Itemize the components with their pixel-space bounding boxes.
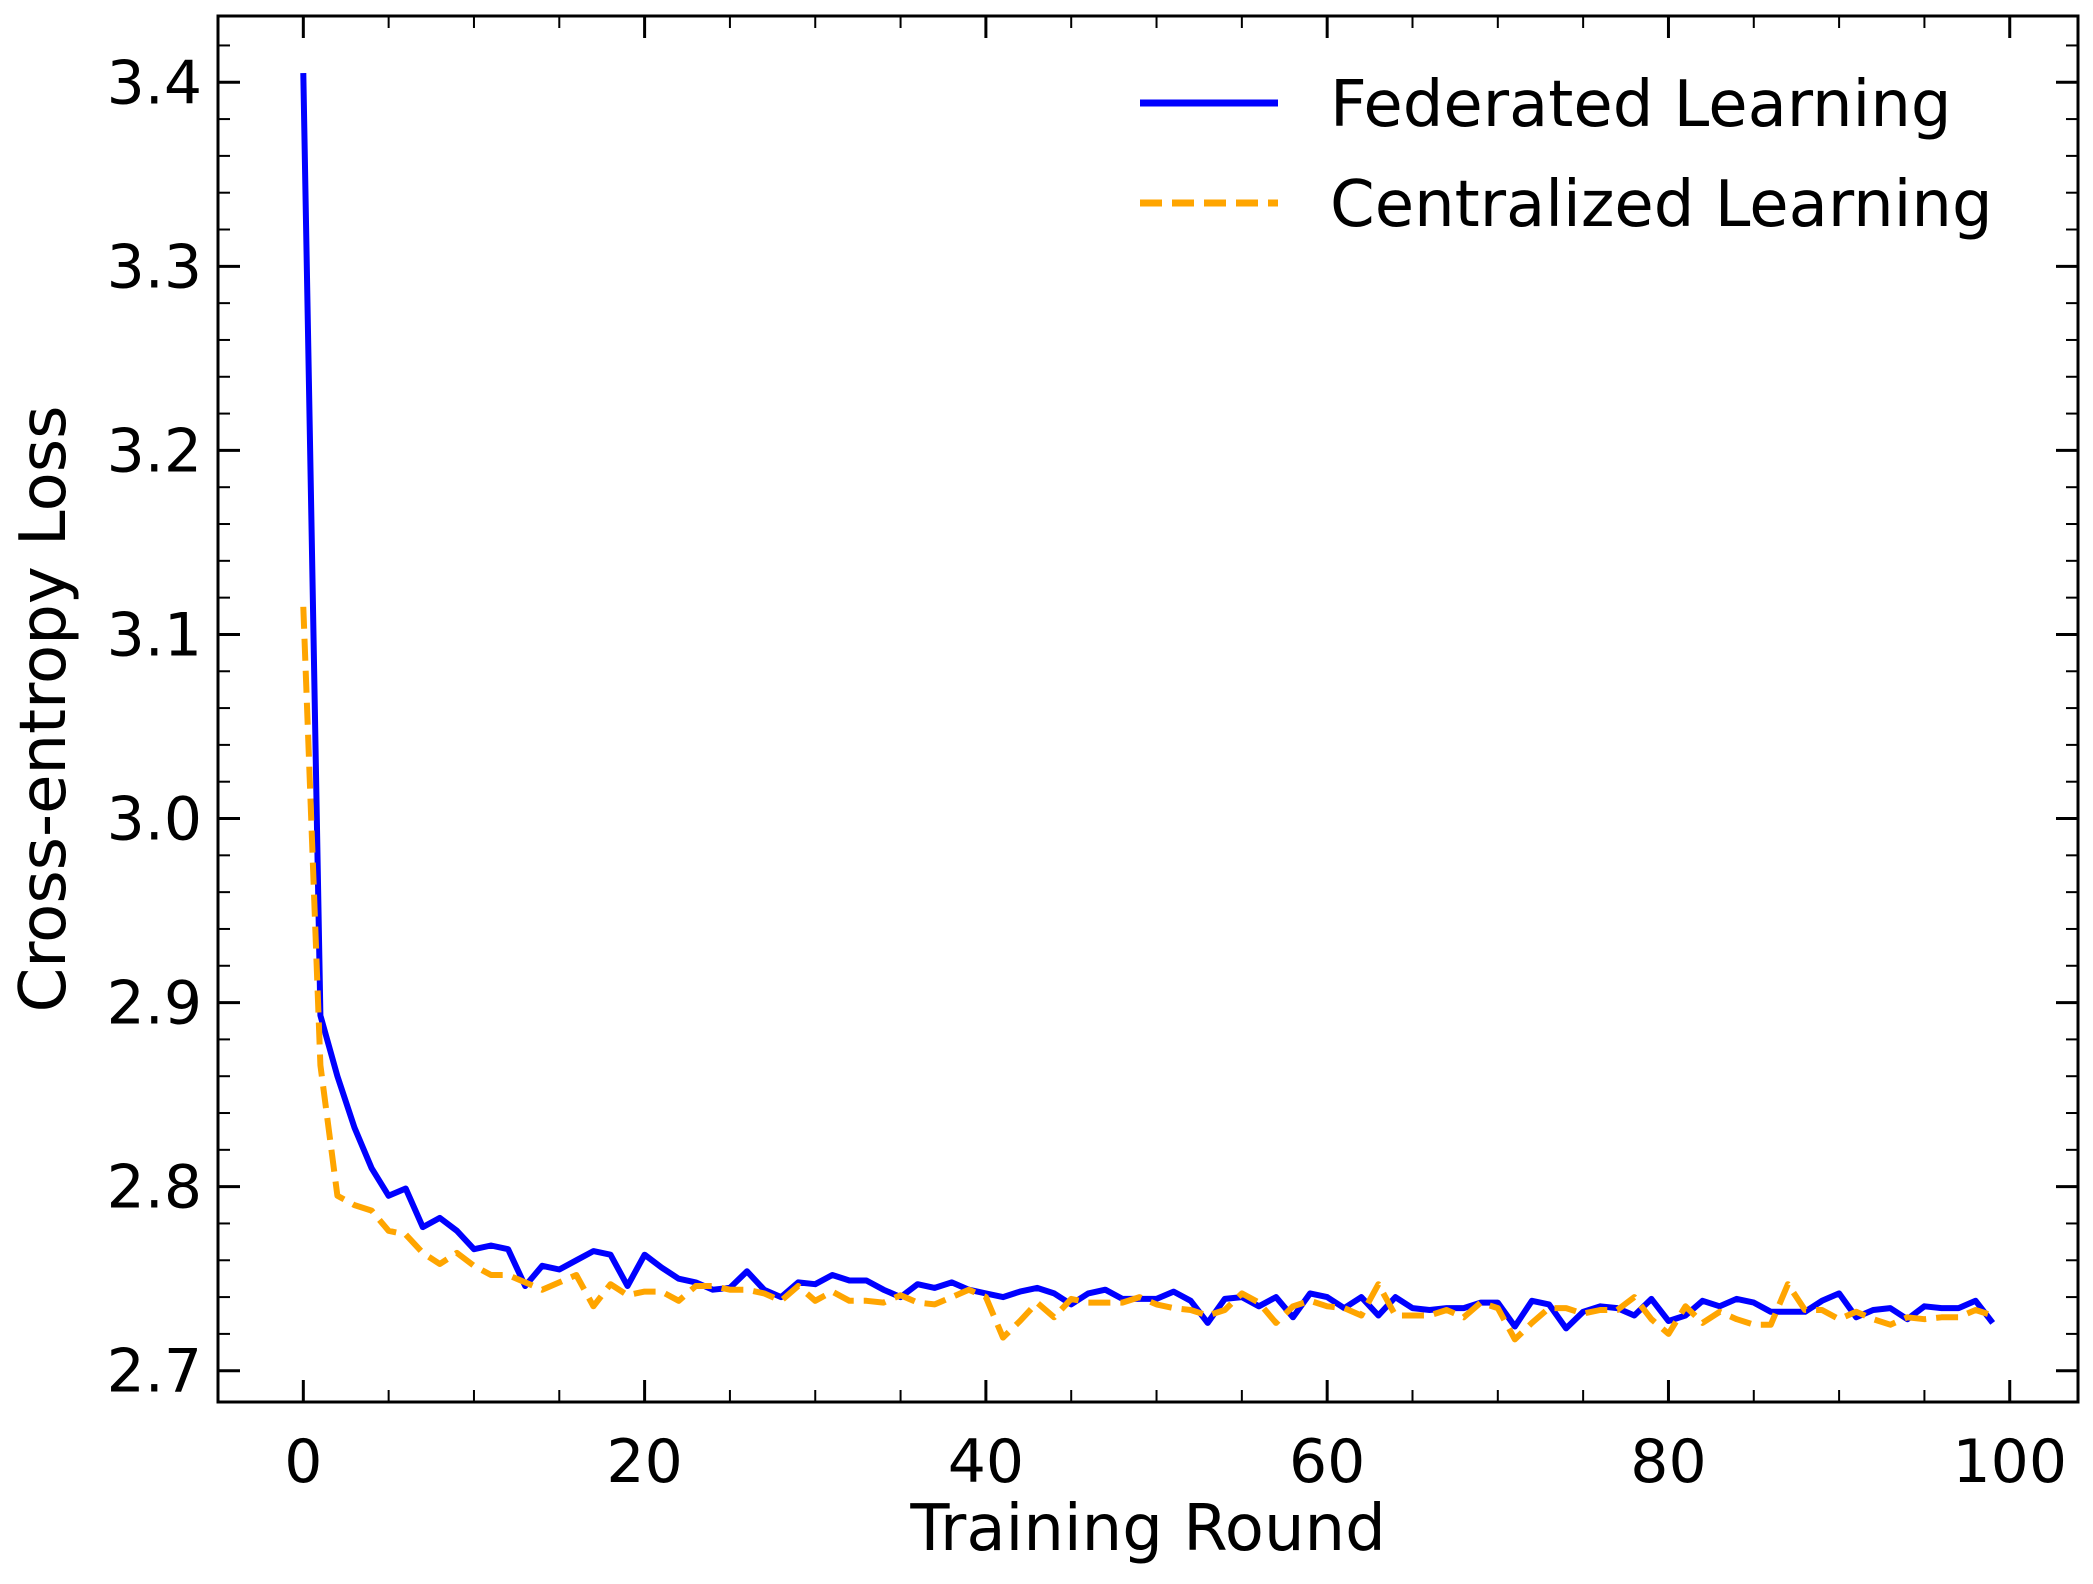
y-tick-label: 2.8 <box>107 1153 202 1223</box>
x-tick-label: 0 <box>284 1427 322 1497</box>
legend-label-federated: Federated Learning <box>1330 68 1952 142</box>
y-axis-title: Cross-entropy Loss <box>7 406 81 1013</box>
series-layer <box>300 73 1996 1343</box>
label-layer: 0 20 40 60 80 100 2.7 2.8 2.9 3.0 3.1 3.2 3.3 3.4 <box>107 48 2067 1497</box>
y-tick-label: 2.7 <box>107 1337 202 1407</box>
x-tick-label: 60 <box>1289 1427 1365 1497</box>
legend: Federated Learning Centralized Learning <box>1140 68 1993 242</box>
x-tick-label: 40 <box>948 1427 1024 1497</box>
y-tick-label: 3.0 <box>107 785 202 855</box>
plot-frame <box>216 14 2080 1404</box>
series-line-centralized <box>300 606 1994 1343</box>
series-line-federated <box>300 73 1996 1332</box>
legend-label-centralized: Centralized Learning <box>1330 168 1993 242</box>
y-tick-label: 2.9 <box>107 969 202 1039</box>
y-tick-label: 3.1 <box>107 600 202 670</box>
x-tick-label: 100 <box>1952 1427 2067 1497</box>
x-axis-title: Training Round <box>909 1492 1385 1566</box>
x-tick-label: 80 <box>1630 1427 1706 1497</box>
y-tick-label: 3.3 <box>107 232 202 302</box>
y-tick-label: 3.2 <box>107 416 202 486</box>
x-tick-label: 20 <box>606 1427 682 1497</box>
tick-layer <box>217 16 2078 1402</box>
y-tick-label: 3.4 <box>107 48 202 118</box>
